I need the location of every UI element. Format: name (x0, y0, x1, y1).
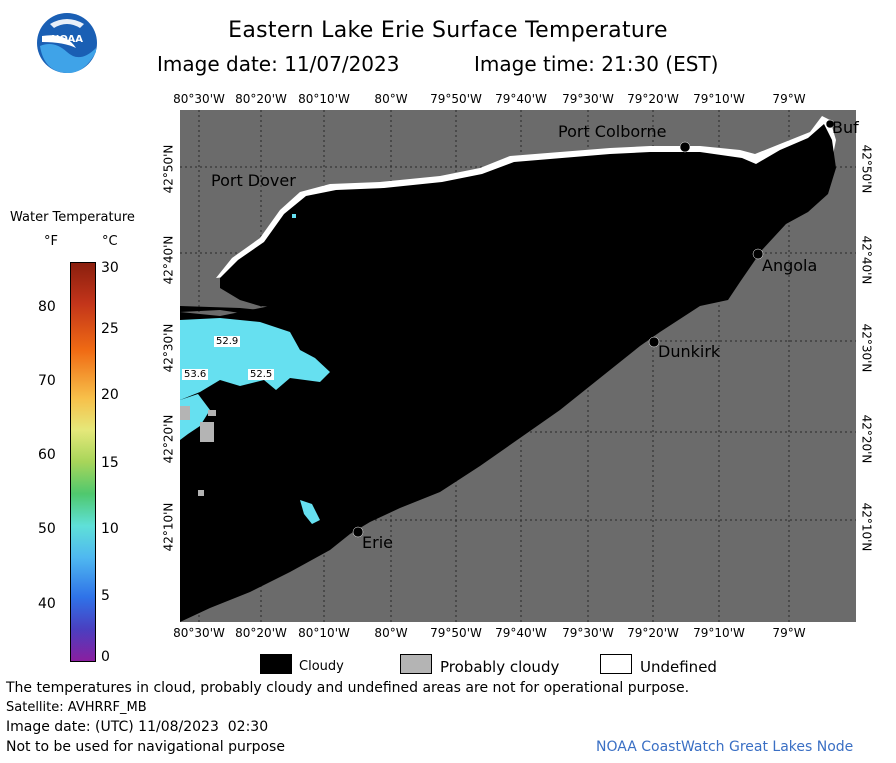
temp-label: 53.6 (182, 369, 209, 380)
c-tick: 25 (101, 321, 119, 337)
lon-tick: 80°20'W (235, 92, 287, 106)
label-port-colborne: Port Colborne (558, 122, 667, 141)
lon-tick: 80°10'W (298, 92, 350, 106)
noaa-logo-icon (37, 13, 97, 74)
lon-tick: 80°30'W (173, 92, 225, 106)
unit-celsius: °C (102, 234, 118, 249)
noaa-logo-text: NOAA (50, 34, 84, 45)
label-dunkirk: Dunkirk (658, 342, 721, 361)
cloudy-label: Cloudy (299, 659, 344, 674)
f-tick: 80 (38, 299, 56, 315)
satellite-info: Satellite: AVHRRF_MB (6, 700, 147, 715)
bottom-longitude-axis: 80°30'W 80°20'W 80°10'W 80°W 79°50'W 79°… (0, 626, 896, 642)
lat-tick-right: 42°30'N (859, 323, 874, 373)
lon-tick: 79°W (772, 626, 806, 640)
lon-tick: 79°50'W (430, 92, 482, 106)
lon-tick: 79°40'W (495, 626, 547, 640)
undefined-swatch (600, 654, 632, 674)
lon-tick: 79°30'W (562, 92, 614, 106)
navigation-warning: Not to be used for navigational purpose (6, 739, 285, 755)
temp-label: 52.5 (248, 369, 275, 380)
utc-date: Image date: (UTC) 11/08/2023 02:30 (6, 719, 269, 735)
lat-tick-right: 42°20'N (859, 414, 874, 464)
lon-tick: 80°20'W (235, 626, 287, 640)
c-tick: 0 (101, 649, 110, 665)
color-bar (70, 262, 96, 662)
port-colborne-marker (679, 141, 691, 153)
lat-tick-right: 42°10'N (859, 502, 874, 552)
lon-tick: 80°W (374, 92, 408, 106)
label-port-dover: Port Dover (211, 171, 296, 190)
temp-label: 52.9 (214, 336, 241, 347)
label-buffalo: Buf (832, 118, 859, 137)
lon-tick: 79°30'W (562, 626, 614, 640)
label-erie: Erie (362, 533, 393, 552)
f-tick: 70 (38, 373, 56, 389)
c-tick: 15 (101, 455, 119, 471)
c-tick: 20 (101, 387, 119, 403)
noaa-logo: NOAA (36, 12, 98, 74)
lat-tick-right: 42°50'N (859, 144, 874, 194)
lon-tick: 79°20'W (627, 92, 679, 106)
probably-cloudy-swatch (400, 654, 432, 674)
lat-tick-left: 42°40'N (161, 235, 176, 285)
f-tick: 40 (38, 596, 56, 612)
image-date: Image date: 11/07/2023 (157, 52, 400, 76)
c-tick: 10 (101, 521, 119, 537)
disclaimer: The temperatures in cloud, probably clou… (6, 680, 690, 696)
legend-title: Water Temperature (10, 210, 135, 225)
top-longitude-axis: 80°30'W 80°20'W 80°10'W 80°W 79°50'W 79°… (0, 92, 896, 108)
image-time: Image time: 21:30 (EST) (474, 52, 719, 76)
lon-tick: 79°40'W (495, 92, 547, 106)
lon-tick: 79°W (772, 92, 806, 106)
lon-tick: 80°W (374, 626, 408, 640)
dunkirk-marker (648, 336, 660, 348)
lat-tick-left: 42°30'N (161, 323, 176, 373)
probably-cloudy-patches (180, 406, 216, 496)
lake-cloud-main (180, 124, 836, 622)
city-markers (352, 119, 835, 538)
c-tick: 5 (101, 588, 110, 604)
credit: NOAA CoastWatch Great Lakes Node (596, 739, 854, 755)
lon-tick: 80°10'W (298, 626, 350, 640)
lat-tick-left: 42°20'N (161, 414, 176, 464)
f-tick: 60 (38, 447, 56, 463)
angola-marker (752, 248, 764, 260)
erie-marker (352, 526, 364, 538)
undefined-label: Undefined (640, 658, 717, 676)
lat-tick-left: 42°50'N (161, 144, 176, 194)
f-tick: 50 (38, 521, 56, 537)
map-title: Eastern Lake Erie Surface Temperature (228, 18, 668, 43)
lon-tick: 79°10'W (693, 92, 745, 106)
lat-tick-left: 42°10'N (161, 502, 176, 552)
lon-tick: 79°20'W (627, 626, 679, 640)
lat-tick-right: 42°40'N (859, 235, 874, 285)
cloudy-swatch (260, 654, 292, 674)
buffalo-marker (825, 119, 835, 129)
probably-cloudy-label: Probably cloudy (440, 658, 560, 676)
label-angola: Angola (762, 256, 818, 275)
unit-fahrenheit: °F (44, 234, 58, 249)
lon-tick: 79°50'W (430, 626, 482, 640)
c-tick: 30 (101, 260, 119, 276)
lon-tick: 79°10'W (693, 626, 745, 640)
lake-erie-map (180, 110, 856, 622)
lon-tick: 80°30'W (173, 626, 225, 640)
